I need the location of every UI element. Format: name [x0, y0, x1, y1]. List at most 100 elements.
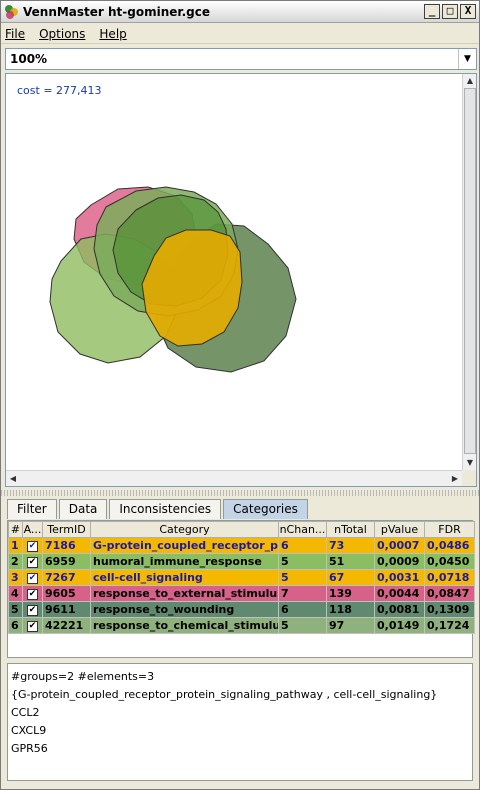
table-row[interactable]: 2 ✔ 6959 humoral_immune_response 5 51 0,0009 0,… — [8, 553, 475, 570]
cell-nchanged: 5 — [278, 617, 327, 634]
cell-num: 2 — [8, 553, 23, 570]
zoom-select[interactable]: 100% ▼ — [5, 48, 477, 70]
table-row[interactable]: 6 ✔ 42221 response_to_chemical_stimulus 5 97 0… — [8, 617, 475, 634]
vennmaster-logo-icon — [5, 4, 19, 19]
cell-ntotal: 73 — [326, 537, 375, 554]
cell-category: response_to_external_stimulus — [90, 585, 279, 602]
table-row[interactable]: 1 ✔ 7186 G-protein_coupled_receptor_pr... 6 7… — [8, 537, 475, 554]
column-header-category[interactable]: Category — [90, 521, 279, 538]
cell-termid: 9611 — [42, 601, 91, 618]
table-row[interactable]: 3 ✔ 7267 cell-cell_signaling 5 67 0,0031 0,0718 — [8, 569, 475, 586]
close-button[interactable]: X — [460, 4, 476, 19]
active-checkbox[interactable]: ✔ — [27, 604, 38, 616]
cell-nchanged: 7 — [278, 585, 327, 602]
cell-num: 4 — [8, 585, 23, 602]
column-header-pvalue[interactable]: pValue — [374, 521, 425, 538]
menu-file[interactable]: File — [5, 26, 26, 41]
cell-active: ✔ — [22, 601, 43, 618]
cell-termid: 6959 — [42, 553, 91, 570]
active-checkbox[interactable]: ✔ — [27, 540, 38, 552]
cell-nchanged: 5 — [278, 553, 327, 570]
cell-termid: 9605 — [42, 585, 91, 602]
vertical-scroll-thumb[interactable] — [464, 88, 476, 454]
active-checkbox[interactable]: ✔ — [27, 572, 38, 584]
table-row[interactable]: 5 ✔ 9611 response_to_wounding 6 118 0,0081 0,13… — [8, 601, 475, 618]
venn-polygon-7186-7267 — [141, 229, 243, 347]
scroll-right-icon[interactable]: ▶ — [451, 474, 459, 483]
output-line: CXCL9 — [11, 724, 47, 737]
chevron-down-icon[interactable]: ▼ — [458, 49, 476, 69]
cell-category: cell-cell_signaling — [90, 569, 279, 586]
cell-active: ✔ — [22, 585, 43, 602]
selection-output[interactable]: #groups=2 #elements=3 {G-protein_coupled… — [7, 663, 473, 781]
venn-diagram — [49, 186, 297, 373]
cell-termid: 7186 — [42, 537, 91, 554]
output-line: GPR56 — [11, 742, 48, 755]
cell-termid: 7267 — [42, 569, 91, 586]
cell-active: ✔ — [22, 569, 43, 586]
cell-pvalue: 0,0007 — [374, 537, 425, 554]
cell-fdr: 0,0718 — [424, 569, 475, 586]
cell-category: response_to_wounding — [90, 601, 279, 618]
scroll-down-icon[interactable]: ▼ — [466, 458, 474, 467]
cell-termid: 42221 — [42, 617, 91, 634]
menu-options[interactable]: Options — [39, 26, 86, 41]
cell-fdr: 0,0450 — [424, 553, 475, 570]
cell-pvalue: 0,0009 — [374, 553, 425, 570]
cell-num: 5 — [8, 601, 23, 618]
minimize-button[interactable]: _ — [424, 4, 440, 19]
column-header-nchanged[interactable]: nChan... — [278, 521, 327, 538]
active-checkbox[interactable]: ✔ — [27, 556, 38, 568]
categories-table-panel: # A... TermID Category nChan... nTotal p… — [7, 520, 475, 658]
menu-bar: File Options Help — [1, 24, 479, 44]
scroll-up-icon[interactable]: ▲ — [466, 76, 474, 85]
tab-inconsistencies[interactable]: Inconsistencies — [109, 499, 222, 519]
categories-table: # A... TermID Category nChan... nTotal p… — [8, 521, 475, 634]
column-header-termid[interactable]: TermID — [42, 521, 91, 538]
cell-ntotal: 67 — [326, 569, 375, 586]
output-line: CCL2 — [11, 706, 40, 719]
column-header-fdr[interactable]: FDR — [424, 521, 475, 538]
vertical-scrollbar[interactable]: ▲ ▼ — [462, 74, 476, 470]
horizontal-scrollbar[interactable]: ◀ ▶ — [6, 470, 462, 486]
cell-num: 3 — [8, 569, 23, 586]
column-header-active[interactable]: A... — [22, 521, 43, 538]
cell-num: 1 — [8, 537, 23, 554]
table-row[interactable]: 4 ✔ 9605 response_to_external_stimulus 7 139 0… — [8, 585, 475, 602]
title-bar[interactable]: VennMaster ht-gominer.gce _ □ X — [1, 1, 479, 23]
cell-pvalue: 0,0044 — [374, 585, 425, 602]
venn-canvas-panel: cost = 277,413 ▲ ▼ ◀ ▶ — [5, 73, 477, 487]
cell-pvalue: 0,0031 — [374, 569, 425, 586]
cell-category: G-protein_coupled_receptor_pr... — [90, 537, 279, 554]
tab-filter[interactable]: Filter — [7, 499, 57, 519]
menu-help[interactable]: Help — [99, 26, 127, 41]
zoom-value: 100% — [10, 52, 48, 66]
cell-num: 6 — [8, 617, 23, 634]
cell-ntotal: 97 — [326, 617, 375, 634]
output-line: #groups=2 #elements=3 — [11, 670, 155, 683]
cell-fdr: 0,0847 — [424, 585, 475, 602]
cell-active: ✔ — [22, 553, 43, 570]
cell-active: ✔ — [22, 537, 43, 554]
cell-pvalue: 0,0149 — [374, 617, 425, 634]
split-pane-divider[interactable] — [1, 490, 479, 496]
active-checkbox[interactable]: ✔ — [27, 588, 38, 600]
scroll-corner — [462, 470, 476, 486]
tab-categories[interactable]: Categories — [223, 499, 308, 519]
cell-nchanged: 6 — [278, 537, 327, 554]
cell-nchanged: 5 — [278, 569, 327, 586]
column-header-num[interactable]: # — [8, 521, 23, 538]
cell-pvalue: 0,0081 — [374, 601, 425, 618]
cell-ntotal: 139 — [326, 585, 375, 602]
cell-ntotal: 118 — [326, 601, 375, 618]
active-checkbox[interactable]: ✔ — [27, 620, 38, 632]
tab-data[interactable]: Data — [58, 499, 108, 519]
maximize-button[interactable]: □ — [442, 4, 458, 19]
column-header-ntotal[interactable]: nTotal — [326, 521, 375, 538]
scroll-left-icon[interactable]: ◀ — [9, 474, 17, 483]
cell-fdr: 0,1724 — [424, 617, 475, 634]
venn-canvas[interactable]: cost = 277,413 — [6, 74, 462, 470]
cell-active: ✔ — [22, 617, 43, 634]
table-header-row: # A... TermID Category nChan... nTotal p… — [8, 521, 475, 538]
